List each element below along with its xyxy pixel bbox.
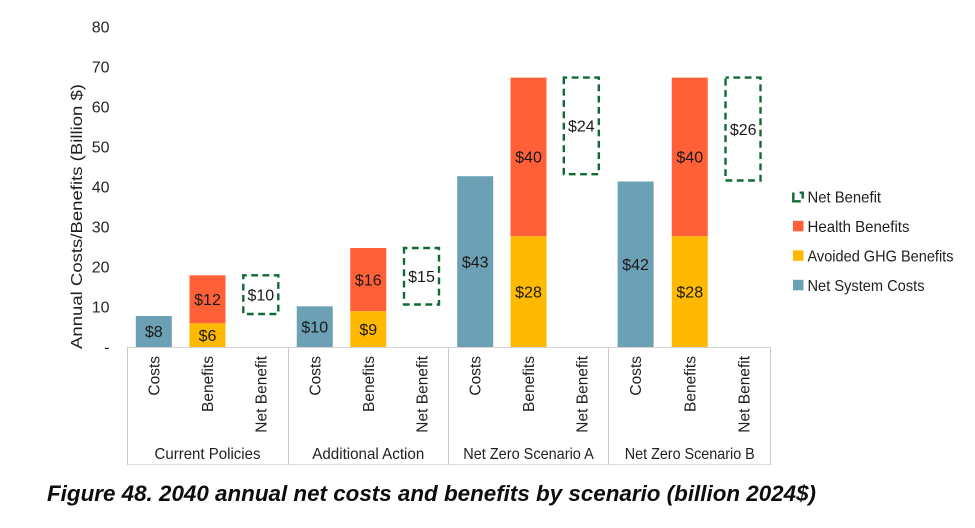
svg-text:$12: $12 [194, 292, 221, 309]
svg-text:Net Zero Scenario B: Net Zero Scenario B [625, 446, 755, 463]
svg-text:30: 30 [92, 220, 110, 237]
svg-text:70: 70 [92, 60, 110, 77]
svg-text:$40: $40 [676, 150, 703, 167]
svg-text:$42: $42 [622, 257, 649, 274]
svg-text:$15: $15 [408, 269, 435, 286]
svg-text:Costs: Costs [307, 356, 324, 396]
svg-text:$6: $6 [199, 328, 217, 345]
svg-text:Costs: Costs [468, 356, 485, 396]
svg-text:10: 10 [92, 300, 110, 317]
svg-text:Additional Action: Additional Action [312, 446, 424, 463]
svg-text:Figure 48. 2040 annual net cos: Figure 48. 2040 annual net costs and ben… [47, 481, 816, 506]
svg-text:Net Benefit: Net Benefit [574, 355, 591, 432]
svg-text:$24: $24 [568, 119, 595, 136]
svg-text:Benefits: Benefits [200, 356, 217, 412]
svg-text:60: 60 [92, 100, 110, 117]
svg-text:Annual Costs/Benefits (Billion: Annual Costs/Benefits (Billion $) [69, 84, 86, 349]
svg-text:-: - [104, 340, 109, 357]
svg-text:Costs: Costs [146, 356, 163, 396]
svg-text:$40: $40 [515, 150, 542, 167]
svg-text:Net Benefit: Net Benefit [414, 355, 431, 432]
svg-text:20: 20 [92, 260, 110, 277]
svg-text:Net Zero Scenario A: Net Zero Scenario A [463, 446, 594, 463]
svg-text:$26: $26 [730, 122, 757, 139]
svg-text:$28: $28 [676, 284, 703, 301]
svg-text:$10: $10 [247, 287, 274, 304]
svg-text:50: 50 [92, 140, 110, 157]
svg-text:Benefits: Benefits [682, 356, 699, 412]
svg-text:$8: $8 [145, 324, 163, 341]
svg-text:Current Policies: Current Policies [155, 446, 261, 463]
svg-text:$43: $43 [462, 254, 489, 271]
svg-text:Health Benefits: Health Benefits [808, 219, 910, 236]
svg-text:$28: $28 [515, 284, 542, 301]
svg-text:40: 40 [92, 180, 110, 197]
svg-text:Avoided GHG Benefits: Avoided GHG Benefits [808, 248, 954, 265]
svg-text:$10: $10 [301, 319, 328, 336]
svg-text:$16: $16 [355, 272, 382, 289]
svg-text:Benefits: Benefits [361, 356, 378, 412]
svg-text:Net Benefit: Net Benefit [254, 355, 271, 432]
svg-text:$9: $9 [359, 322, 377, 339]
svg-text:Benefits: Benefits [521, 356, 538, 412]
svg-text:Costs: Costs [628, 356, 645, 396]
svg-text:Net System Costs: Net System Costs [808, 278, 925, 295]
svg-text:Net Benefit: Net Benefit [808, 190, 882, 207]
svg-text:80: 80 [92, 20, 110, 37]
svg-text:Net Benefit: Net Benefit [736, 355, 753, 432]
